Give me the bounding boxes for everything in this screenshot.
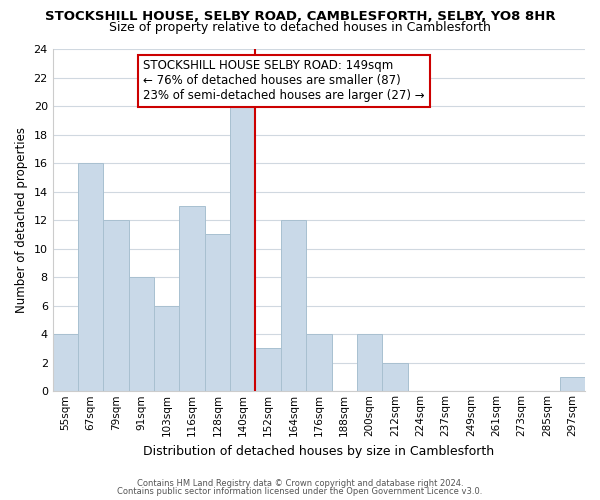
X-axis label: Distribution of detached houses by size in Camblesforth: Distribution of detached houses by size … (143, 444, 494, 458)
Bar (357, 334, 382, 392)
Text: Size of property relative to detached houses in Camblesforth: Size of property relative to detached ho… (109, 21, 491, 34)
Bar (230, 106, 256, 392)
Bar (205, 234, 230, 392)
Bar (382, 362, 407, 392)
Text: Contains public sector information licensed under the Open Government Licence v3: Contains public sector information licen… (118, 487, 482, 496)
Y-axis label: Number of detached properties: Number of detached properties (15, 127, 28, 313)
Text: STOCKSHILL HOUSE SELBY ROAD: 149sqm
← 76% of detached houses are smaller (87)
23: STOCKSHILL HOUSE SELBY ROAD: 149sqm ← 76… (143, 60, 425, 102)
Bar (78, 163, 103, 392)
Bar (560, 377, 585, 392)
Bar (256, 348, 281, 392)
Bar (53, 334, 78, 392)
Bar (154, 306, 179, 392)
Text: STOCKSHILL HOUSE, SELBY ROAD, CAMBLESFORTH, SELBY, YO8 8HR: STOCKSHILL HOUSE, SELBY ROAD, CAMBLESFOR… (44, 10, 556, 23)
Text: Contains HM Land Registry data © Crown copyright and database right 2024.: Contains HM Land Registry data © Crown c… (137, 479, 463, 488)
Bar (179, 206, 205, 392)
Bar (103, 220, 129, 392)
Bar (129, 277, 154, 392)
Bar (281, 220, 306, 392)
Bar (306, 334, 332, 392)
